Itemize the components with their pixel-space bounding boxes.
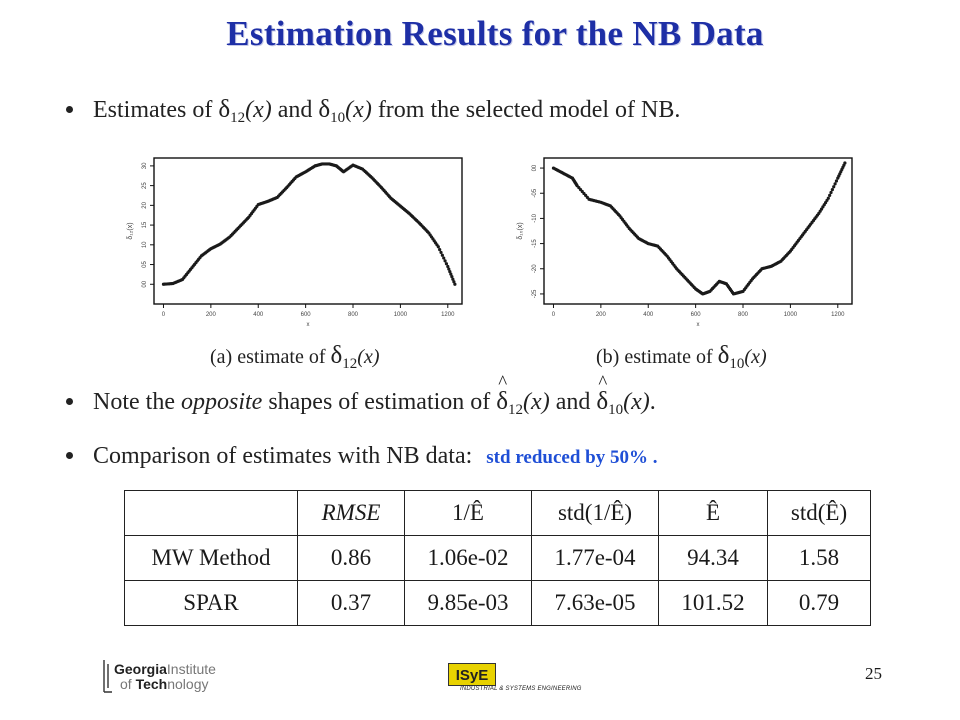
- data-point: [438, 248, 442, 252]
- header-cell: RMSE: [321, 500, 381, 525]
- plot-frame: [543, 157, 853, 305]
- caption-a: (a) estimate of δ12(x): [210, 342, 380, 372]
- bullet-estimates: Estimates of δ12(x) and δ10(x) from the …: [66, 96, 680, 132]
- data-point: [439, 250, 443, 255]
- table-row: MW Method 0.86 1.06e-02 1.77e-04 94.34 1…: [124, 535, 871, 581]
- svg-text:of Technology: of Technology: [120, 676, 208, 692]
- x-tick-label: 400: [253, 312, 264, 318]
- data-point: [440, 253, 444, 257]
- y-tick-label: -15: [532, 239, 538, 248]
- header-cell: std(Ê): [767, 490, 871, 536]
- table-cell: 1.58: [767, 535, 871, 581]
- bullet-comparison: Comparison of estimates with NB data: std…: [66, 442, 657, 472]
- bullet-dot: [66, 105, 73, 113]
- x-tick-label: 0: [552, 312, 556, 318]
- x-tick-label: 600: [301, 312, 312, 318]
- y-tick-label: 25: [142, 182, 148, 189]
- y-axis-label: δ₁₂(x): [127, 222, 134, 239]
- data-point: [443, 259, 447, 263]
- data-point: [452, 280, 456, 284]
- y-axis-label: δ₁₀(x): [517, 222, 524, 239]
- slide-title: Estimation Results for the NB Data: [226, 14, 764, 53]
- isye-subtitle: INDUSTRIAL & SYSTEMS ENGINEERING: [460, 686, 582, 692]
- std-reduced-note: std reduced by 50% .: [486, 447, 658, 468]
- table-cell: 7.63e-05: [531, 580, 659, 626]
- x-tick-label: 200: [596, 312, 607, 318]
- data-point: [834, 179, 839, 183]
- data-point: [833, 182, 837, 186]
- results-table: RMSE 1/Ê std(1/Ê) Ê std(Ê) MW Method 0.8…: [124, 490, 871, 626]
- table-cell: 94.34: [658, 535, 768, 581]
- data-point: [444, 262, 449, 266]
- svg-text:ISyE: ISyE: [456, 667, 489, 684]
- x-tick-label: 1200: [831, 312, 845, 318]
- y-tick-label: 20: [142, 201, 148, 208]
- georgia-tech-logo: GeorgiaInstitute of Technology: [103, 660, 216, 693]
- data-point: [451, 277, 455, 281]
- data-point: [442, 256, 446, 260]
- isye-logo: ISyE: [448, 663, 496, 686]
- bullet-dot: [66, 397, 73, 405]
- data-point: [436, 245, 440, 249]
- y-tick-label: 00: [532, 164, 538, 171]
- data-point: [829, 190, 833, 195]
- x-axis-label: x: [307, 322, 310, 328]
- x-tick-label: 1000: [394, 312, 408, 318]
- x-tick-label: 800: [348, 312, 359, 318]
- data-point: [832, 185, 836, 189]
- table-cell: 0.86: [297, 535, 405, 581]
- table-header-row: RMSE 1/Ê std(1/Ê) Ê std(Ê): [124, 490, 871, 536]
- plot-delta12: 0 200 400 600 800 1000 1200 00 05 10 15 20 25 30 x δ₁₂(…: [127, 157, 463, 328]
- data-point: [450, 275, 454, 279]
- x-tick-label: 0: [162, 312, 166, 318]
- table-cell: 9.85e-03: [404, 580, 532, 626]
- y-tick-label: -25: [532, 289, 538, 298]
- table-cell: 1.06e-02: [404, 535, 532, 581]
- header-cell: Ê: [658, 490, 768, 536]
- data-point: [826, 196, 830, 200]
- x-tick-label: 600: [691, 312, 702, 318]
- y-tick-label: 15: [142, 221, 148, 228]
- data-point: [447, 267, 451, 271]
- y-tick-label: 05: [142, 261, 148, 268]
- bullet-dot: [66, 451, 73, 459]
- data-point: [828, 193, 832, 197]
- y-tick-label: 10: [142, 241, 148, 248]
- y-tick-label: -10: [532, 213, 538, 222]
- header-cell: 1/Ê: [404, 490, 532, 536]
- page-number: 25: [865, 664, 882, 683]
- data-point: [843, 161, 847, 165]
- table-cell: 1.77e-04: [531, 535, 659, 581]
- svg-text:GeorgiaInstitute: GeorgiaInstitute: [114, 661, 216, 677]
- x-tick-label: 1000: [784, 312, 798, 318]
- data-point: [449, 272, 453, 276]
- x-tick-label: 1200: [441, 312, 455, 318]
- bullet-opposite-shapes: Note the opposite shapes of estimation o…: [66, 369, 656, 424]
- y-tick-label: 30: [142, 162, 148, 169]
- x-axis-label: x: [697, 322, 700, 328]
- y-tick-label: 00: [142, 280, 148, 287]
- plot-delta10: 0 200 400 600 800 1000 1200 00 -05 -10 -15 -20 -25 x δ…: [517, 157, 853, 328]
- row-label: SPAR: [124, 580, 298, 626]
- data-point: [453, 282, 457, 286]
- y-tick-label: -20: [532, 264, 538, 273]
- header-cell: std(1/Ê): [531, 490, 659, 536]
- table-cell: 0.79: [767, 580, 871, 626]
- data-point: [448, 269, 452, 274]
- y-tick-label: -05: [532, 188, 538, 197]
- x-tick-label: 800: [738, 312, 749, 318]
- header-cell: [124, 490, 298, 536]
- plot-frame: [153, 157, 463, 305]
- data-point: [830, 188, 834, 192]
- data-point: [446, 264, 450, 269]
- table-row: SPAR 0.37 9.85e-03 7.63e-05 101.52 0.79: [124, 580, 871, 626]
- table-cell: 0.37: [297, 580, 405, 626]
- x-tick-label: 200: [206, 312, 217, 318]
- row-label: MW Method: [124, 535, 298, 581]
- table-cell: 101.52: [658, 580, 768, 626]
- caption-b: (b) estimate of δ10(x): [596, 342, 767, 372]
- x-tick-label: 400: [643, 312, 654, 318]
